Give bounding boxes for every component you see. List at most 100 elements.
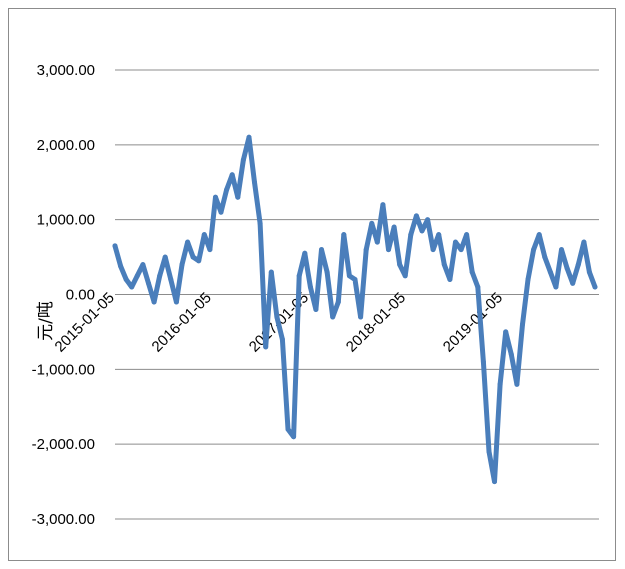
data-point <box>464 232 470 238</box>
data-point <box>157 273 163 279</box>
data-point <box>335 299 341 305</box>
data-point <box>285 426 291 432</box>
data-point <box>296 273 302 279</box>
data-point <box>369 220 375 226</box>
data-point <box>380 202 386 208</box>
data-point <box>257 220 263 226</box>
line-chart: 3,000.00 2,000.00 1,000.00 0.00 -1,000.00 -2,… <box>32 62 599 528</box>
data-point <box>358 314 364 320</box>
data-point <box>146 280 151 286</box>
data-point <box>430 247 436 253</box>
y-axis-ticks: 3,000.00 2,000.00 1,000.00 0.00 -1,000.00 -2,… <box>32 62 95 528</box>
data-point <box>190 254 196 260</box>
data-point <box>263 344 269 350</box>
data-point <box>542 254 548 260</box>
data-point <box>352 277 358 282</box>
data-point <box>185 239 191 245</box>
data-point <box>480 359 486 365</box>
data-point <box>586 269 592 275</box>
data-point <box>391 224 397 230</box>
data-point <box>374 239 380 245</box>
data-point <box>196 258 202 264</box>
y-axis-label: 元/吨 <box>36 301 56 341</box>
data-point <box>279 336 285 342</box>
data-point <box>397 262 403 268</box>
data-point <box>570 280 576 286</box>
data-point <box>207 247 213 253</box>
data-point <box>240 157 246 163</box>
data-point <box>168 277 174 282</box>
data-point <box>531 247 537 253</box>
data-point <box>324 269 330 275</box>
data-point <box>151 299 157 305</box>
data-point <box>274 314 280 320</box>
data-point <box>213 194 218 200</box>
x-tick-label: 2018-01-05 <box>343 289 409 355</box>
data-point <box>503 329 509 335</box>
data-point <box>218 209 224 215</box>
data-point <box>140 262 146 268</box>
data-point <box>419 228 425 234</box>
chart-frame: 3,000.00 2,000.00 1,000.00 0.00 -1,000.00 -2,… <box>8 8 616 561</box>
data-point <box>497 381 503 387</box>
y-tick-label: -2,000.00 <box>32 436 95 453</box>
data-point <box>302 250 308 256</box>
data-point <box>486 449 492 455</box>
data-point <box>123 277 129 282</box>
data-point <box>346 273 352 279</box>
data-point <box>514 381 520 387</box>
data-point <box>581 239 587 245</box>
data-point <box>553 284 559 290</box>
data-point <box>134 273 140 279</box>
x-tick-label: 2016-01-05 <box>149 289 215 355</box>
data-point <box>363 247 369 253</box>
data-point <box>520 321 525 327</box>
series-points <box>112 134 598 485</box>
y-tick-label: 1,000.00 <box>37 212 95 229</box>
data-point <box>447 277 453 282</box>
y-tick-label: -3,000.00 <box>32 511 95 528</box>
data-point <box>201 232 207 238</box>
data-point <box>559 247 564 253</box>
y-tick-label: 2,000.00 <box>37 137 95 154</box>
data-point <box>547 269 553 275</box>
data-point <box>425 217 431 223</box>
data-point <box>341 232 347 238</box>
data-point <box>525 277 531 282</box>
data-point <box>330 314 336 320</box>
y-tick-label: 0.00 <box>66 287 95 304</box>
data-point <box>413 213 419 219</box>
data-point <box>118 263 124 269</box>
data-point <box>179 262 185 268</box>
data-point <box>307 284 313 290</box>
data-point <box>246 134 252 140</box>
data-point <box>319 247 324 253</box>
data-point <box>252 179 257 185</box>
data-point <box>436 232 442 238</box>
data-point <box>162 254 168 260</box>
data-point <box>173 299 179 305</box>
data-point <box>475 284 481 290</box>
data-point <box>268 269 274 275</box>
y-tick-label: 3,000.00 <box>37 62 95 79</box>
data-point <box>291 434 297 440</box>
data-point <box>458 247 464 253</box>
data-point <box>408 232 414 238</box>
data-point <box>564 265 570 271</box>
data-point <box>441 262 447 268</box>
data-point <box>313 307 319 312</box>
x-tick-label: 2019-01-05 <box>440 289 506 355</box>
data-point <box>129 284 135 290</box>
data-point <box>469 269 475 275</box>
data-point <box>575 262 581 268</box>
data-point <box>453 239 458 245</box>
data-point <box>229 172 235 178</box>
data-point <box>508 351 514 357</box>
data-point <box>386 247 391 253</box>
data-point <box>592 284 598 290</box>
data-point <box>224 187 230 193</box>
data-point <box>492 479 497 485</box>
data-point <box>402 273 408 279</box>
data-point <box>112 243 118 249</box>
data-point <box>536 232 542 238</box>
